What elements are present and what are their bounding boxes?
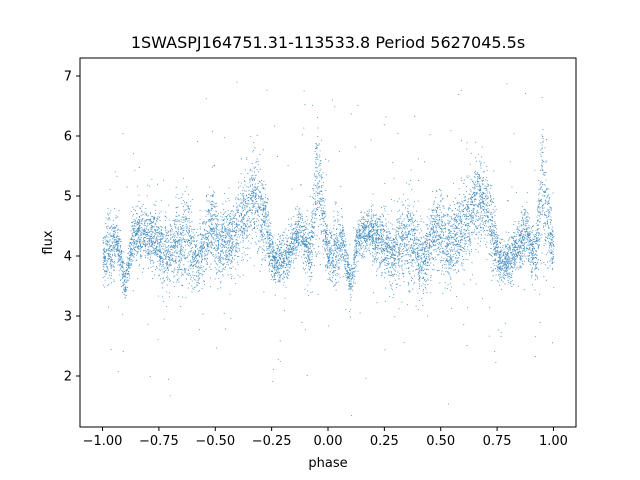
x-tick-label: 1.00 — [539, 434, 568, 449]
y-tick-label: 4 — [64, 250, 72, 265]
y-tick-label: 7 — [64, 70, 72, 85]
chart-title: 1SWASPJ164751.31-113533.8 Period 5627045… — [131, 33, 525, 52]
y-tick-label: 3 — [64, 310, 72, 325]
scatter-points — [102, 81, 555, 416]
x-tick-label: 0.50 — [426, 434, 455, 449]
x-axis-label: phase — [308, 456, 347, 471]
x-tick-label: −0.50 — [195, 434, 235, 449]
data-point-cloud — [102, 81, 555, 416]
y-tick-label: 5 — [64, 190, 72, 205]
x-axis-ticks: −1.00 −0.75 −0.50 −0.25 0.00 0.25 0.50 0.75 1.00 — [83, 427, 568, 449]
plot-frame — [79, 57, 577, 428]
y-tick-label: 2 — [64, 370, 72, 385]
x-tick-label: 0.25 — [370, 434, 399, 449]
x-tick-label: −1.00 — [83, 434, 123, 449]
y-axis-ticks: 2 3 4 5 6 7 — [64, 70, 80, 385]
y-axis-label: flux — [41, 230, 56, 254]
y-tick-label: 6 — [64, 130, 72, 145]
x-tick-label: 0.75 — [483, 434, 512, 449]
x-tick-label: −0.75 — [139, 434, 179, 449]
x-tick-label: 0.00 — [314, 434, 343, 449]
x-tick-label: −0.25 — [252, 434, 292, 449]
